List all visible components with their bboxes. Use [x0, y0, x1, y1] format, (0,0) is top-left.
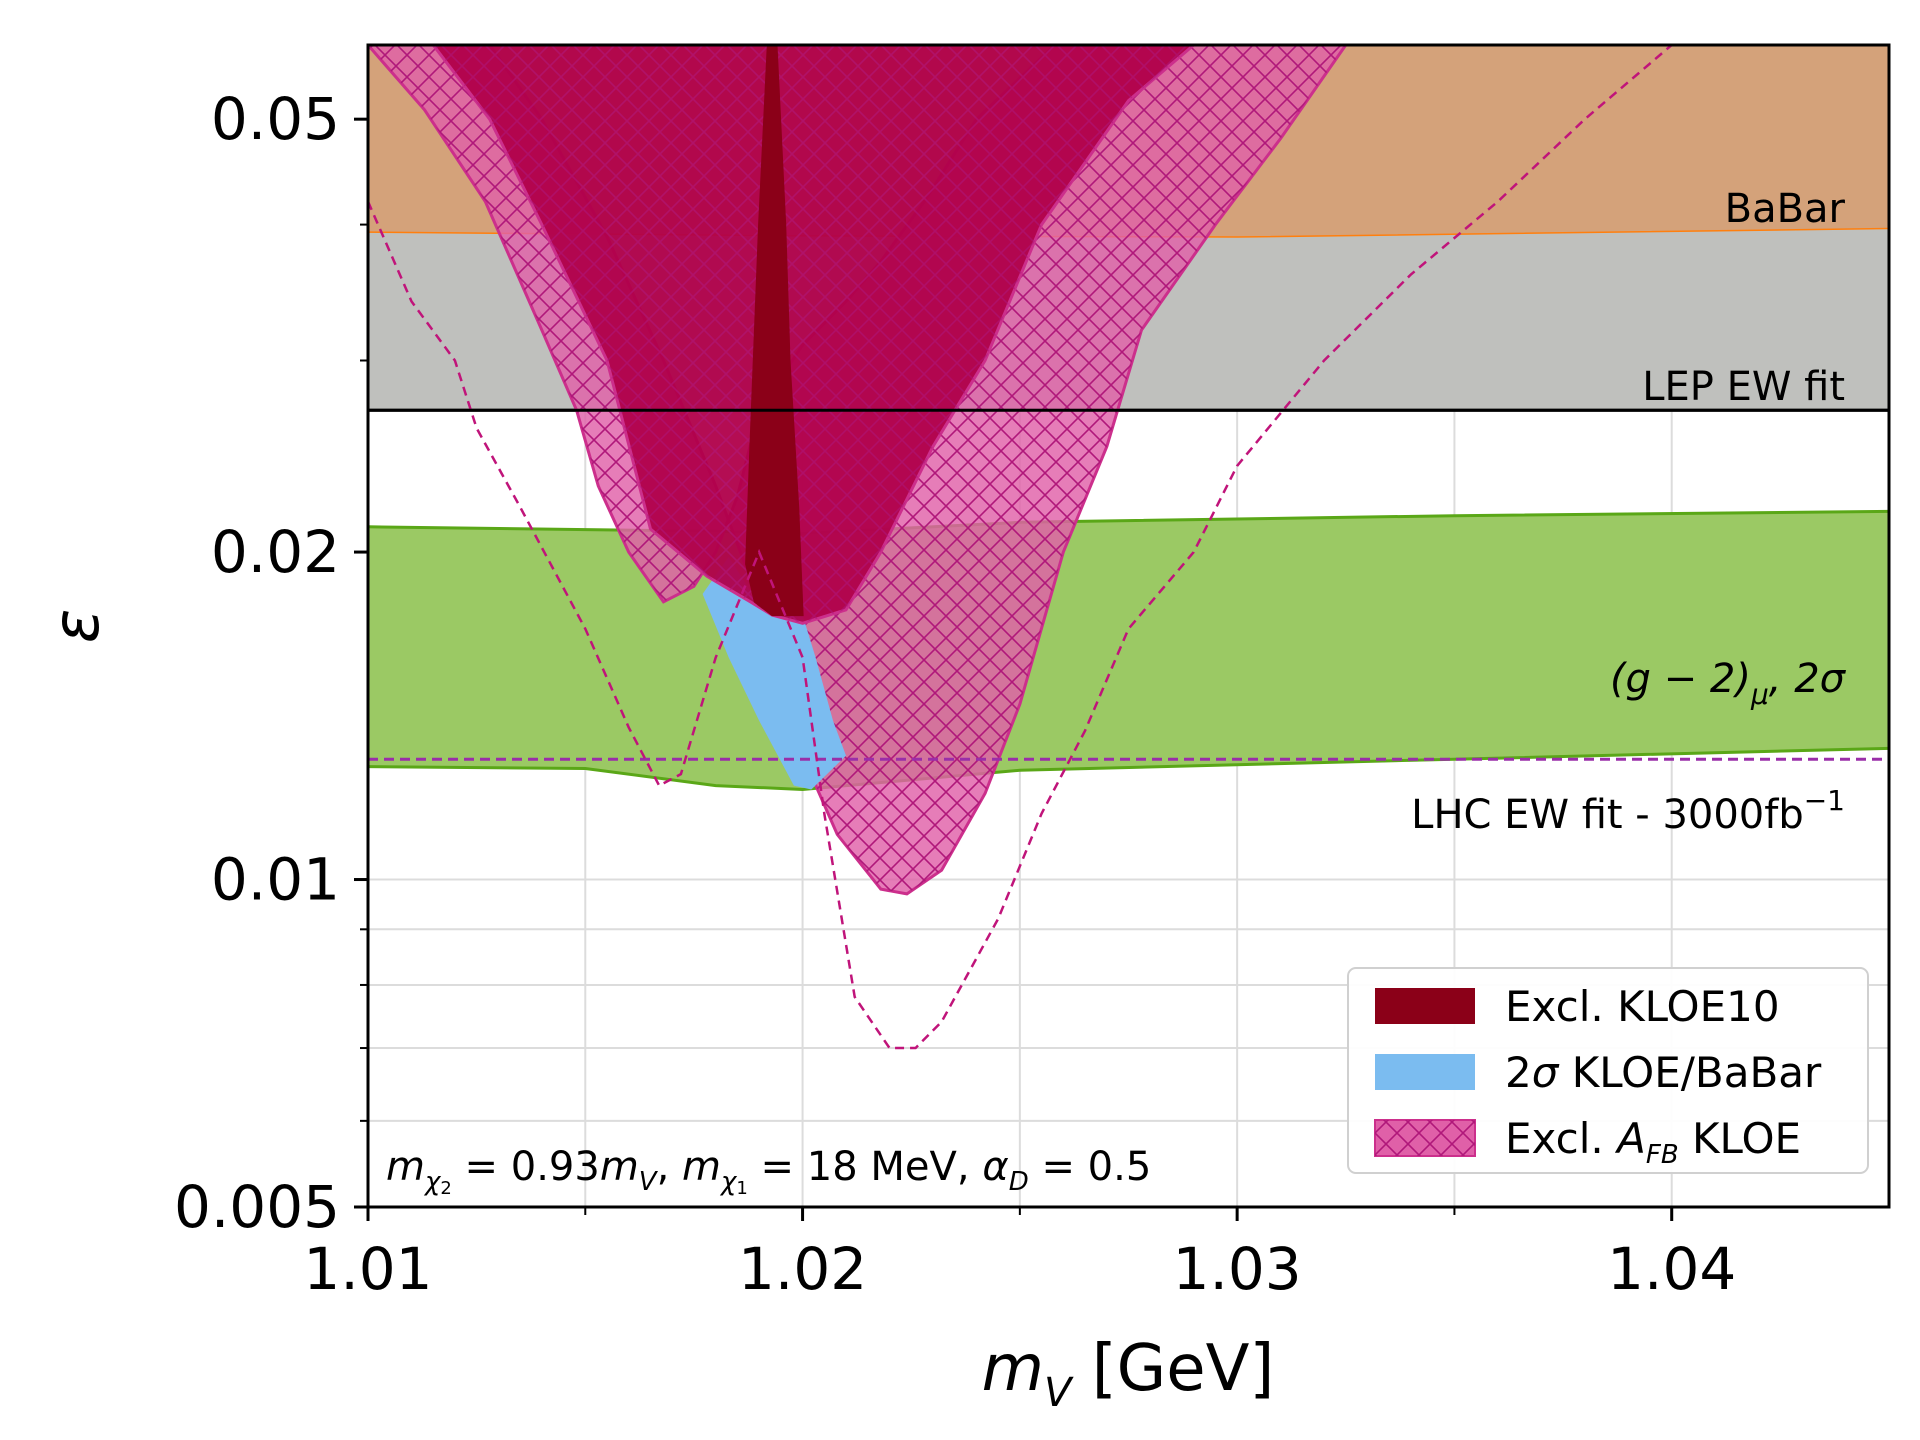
legend-afb-sub: FB [1646, 1140, 1679, 1170]
x-tick-label: 1.02 [738, 1235, 867, 1303]
y-tick-label: 0.005 [174, 1173, 340, 1241]
ann-eq1: = 0.93 [452, 1144, 600, 1190]
legend-label-two-sigma: 2σ KLOE/BaBar [1505, 1048, 1822, 1097]
ann-m: m [386, 1144, 425, 1190]
ann-mV: m [600, 1144, 639, 1190]
ann-chi1: χ [719, 1167, 738, 1197]
x-axis-label-m: m [982, 1332, 1044, 1406]
legend-swatch-kloe10 [1375, 988, 1475, 1024]
lhc-label-main: LHC EW fit - 3000fb [1411, 792, 1804, 838]
legend-afb-A: A [1614, 1114, 1646, 1163]
lhc-label-sup: −1 [1804, 784, 1845, 817]
band-edge-2 [368, 746, 1889, 792]
ann-eq2: = 18 MeV, [748, 1144, 982, 1190]
x-axis-label: mV [GeV] [982, 1332, 1275, 1416]
regions [368, 45, 1348, 896]
ann-alpha: α [982, 1144, 1008, 1190]
lep-label: LEP EW fit [1642, 364, 1845, 410]
dashed-projection-contour [368, 45, 1673, 1050]
legend: Excl. KLOE10 2σ KLOE/BaBar Excl. AFB KLO… [1347, 967, 1869, 1174]
legend-two-sigma-tail: KLOE/BaBar [1558, 1048, 1822, 1097]
ticks: 1.01 1.02 1.03 1.04 0.005 0.01 0.02 0.05 [174, 85, 1736, 1303]
y-tick-label: 0.02 [211, 518, 340, 586]
plot-area [368, 45, 1889, 1050]
region-main-hatch [433, 45, 1194, 624]
legend-afb-tail: KLOE [1679, 1114, 1801, 1163]
gminus2-label-main: (g − 2) [1610, 656, 1751, 702]
y-tick-label: 0.05 [211, 85, 340, 153]
gminus2-label-sub: μ [1750, 678, 1769, 711]
ann-V: V [639, 1167, 659, 1197]
ann-chi2: χ [423, 1167, 442, 1197]
ann-chi1-sub: 1 [736, 1178, 747, 1199]
legend-label-kloe10: Excl. KLOE10 [1505, 982, 1780, 1031]
legend-label-afb: Excl. AFB KLOE [1505, 1114, 1801, 1170]
lines [368, 45, 1889, 1050]
legend-box [1347, 967, 1869, 1174]
ann-D: D [1009, 1167, 1029, 1197]
babar-label: BaBar [1725, 186, 1846, 232]
legend-swatch-afb-hatch [1375, 1120, 1475, 1156]
lhc-label: LHC EW fit - 3000fb−1 [1411, 784, 1845, 838]
ann-chi2-sub: 2 [440, 1178, 451, 1199]
y-axis-label: ε [40, 609, 114, 644]
y-tick-label: 0.01 [211, 846, 340, 914]
legend-afb-main: Excl. [1505, 1114, 1617, 1163]
plot-frame [366, 43, 1891, 1209]
x-tick-label: 1.04 [1607, 1235, 1736, 1303]
band--g-2-mu-2sigma [368, 511, 1889, 790]
parameter-annotation: mχ2 = 0.93mV, mχ1 = 18 MeV, αD = 0.5 [386, 1144, 1151, 1199]
x-tick-label: 1.03 [1173, 1235, 1302, 1303]
ann-eq3: = 0.5 [1029, 1144, 1152, 1190]
x-tick-label: 1.01 [303, 1235, 432, 1303]
ann-comma1: , [657, 1144, 682, 1190]
legend-two-sigma-main: 2 [1505, 1048, 1532, 1097]
region-two-sigma [702, 556, 846, 790]
x-axis-label-unit: [GeV] [1071, 1332, 1274, 1406]
legend-two-sigma-sigma: σ [1532, 1048, 1560, 1097]
gminus2-label: (g − 2)μ, 2σ [1610, 656, 1847, 711]
x-axis-label-V: V [1044, 1370, 1074, 1416]
gminus2-label-tail: , 2σ [1769, 656, 1847, 702]
ann-m2: m [682, 1144, 721, 1190]
legend-swatch-two-sigma [1375, 1054, 1475, 1090]
